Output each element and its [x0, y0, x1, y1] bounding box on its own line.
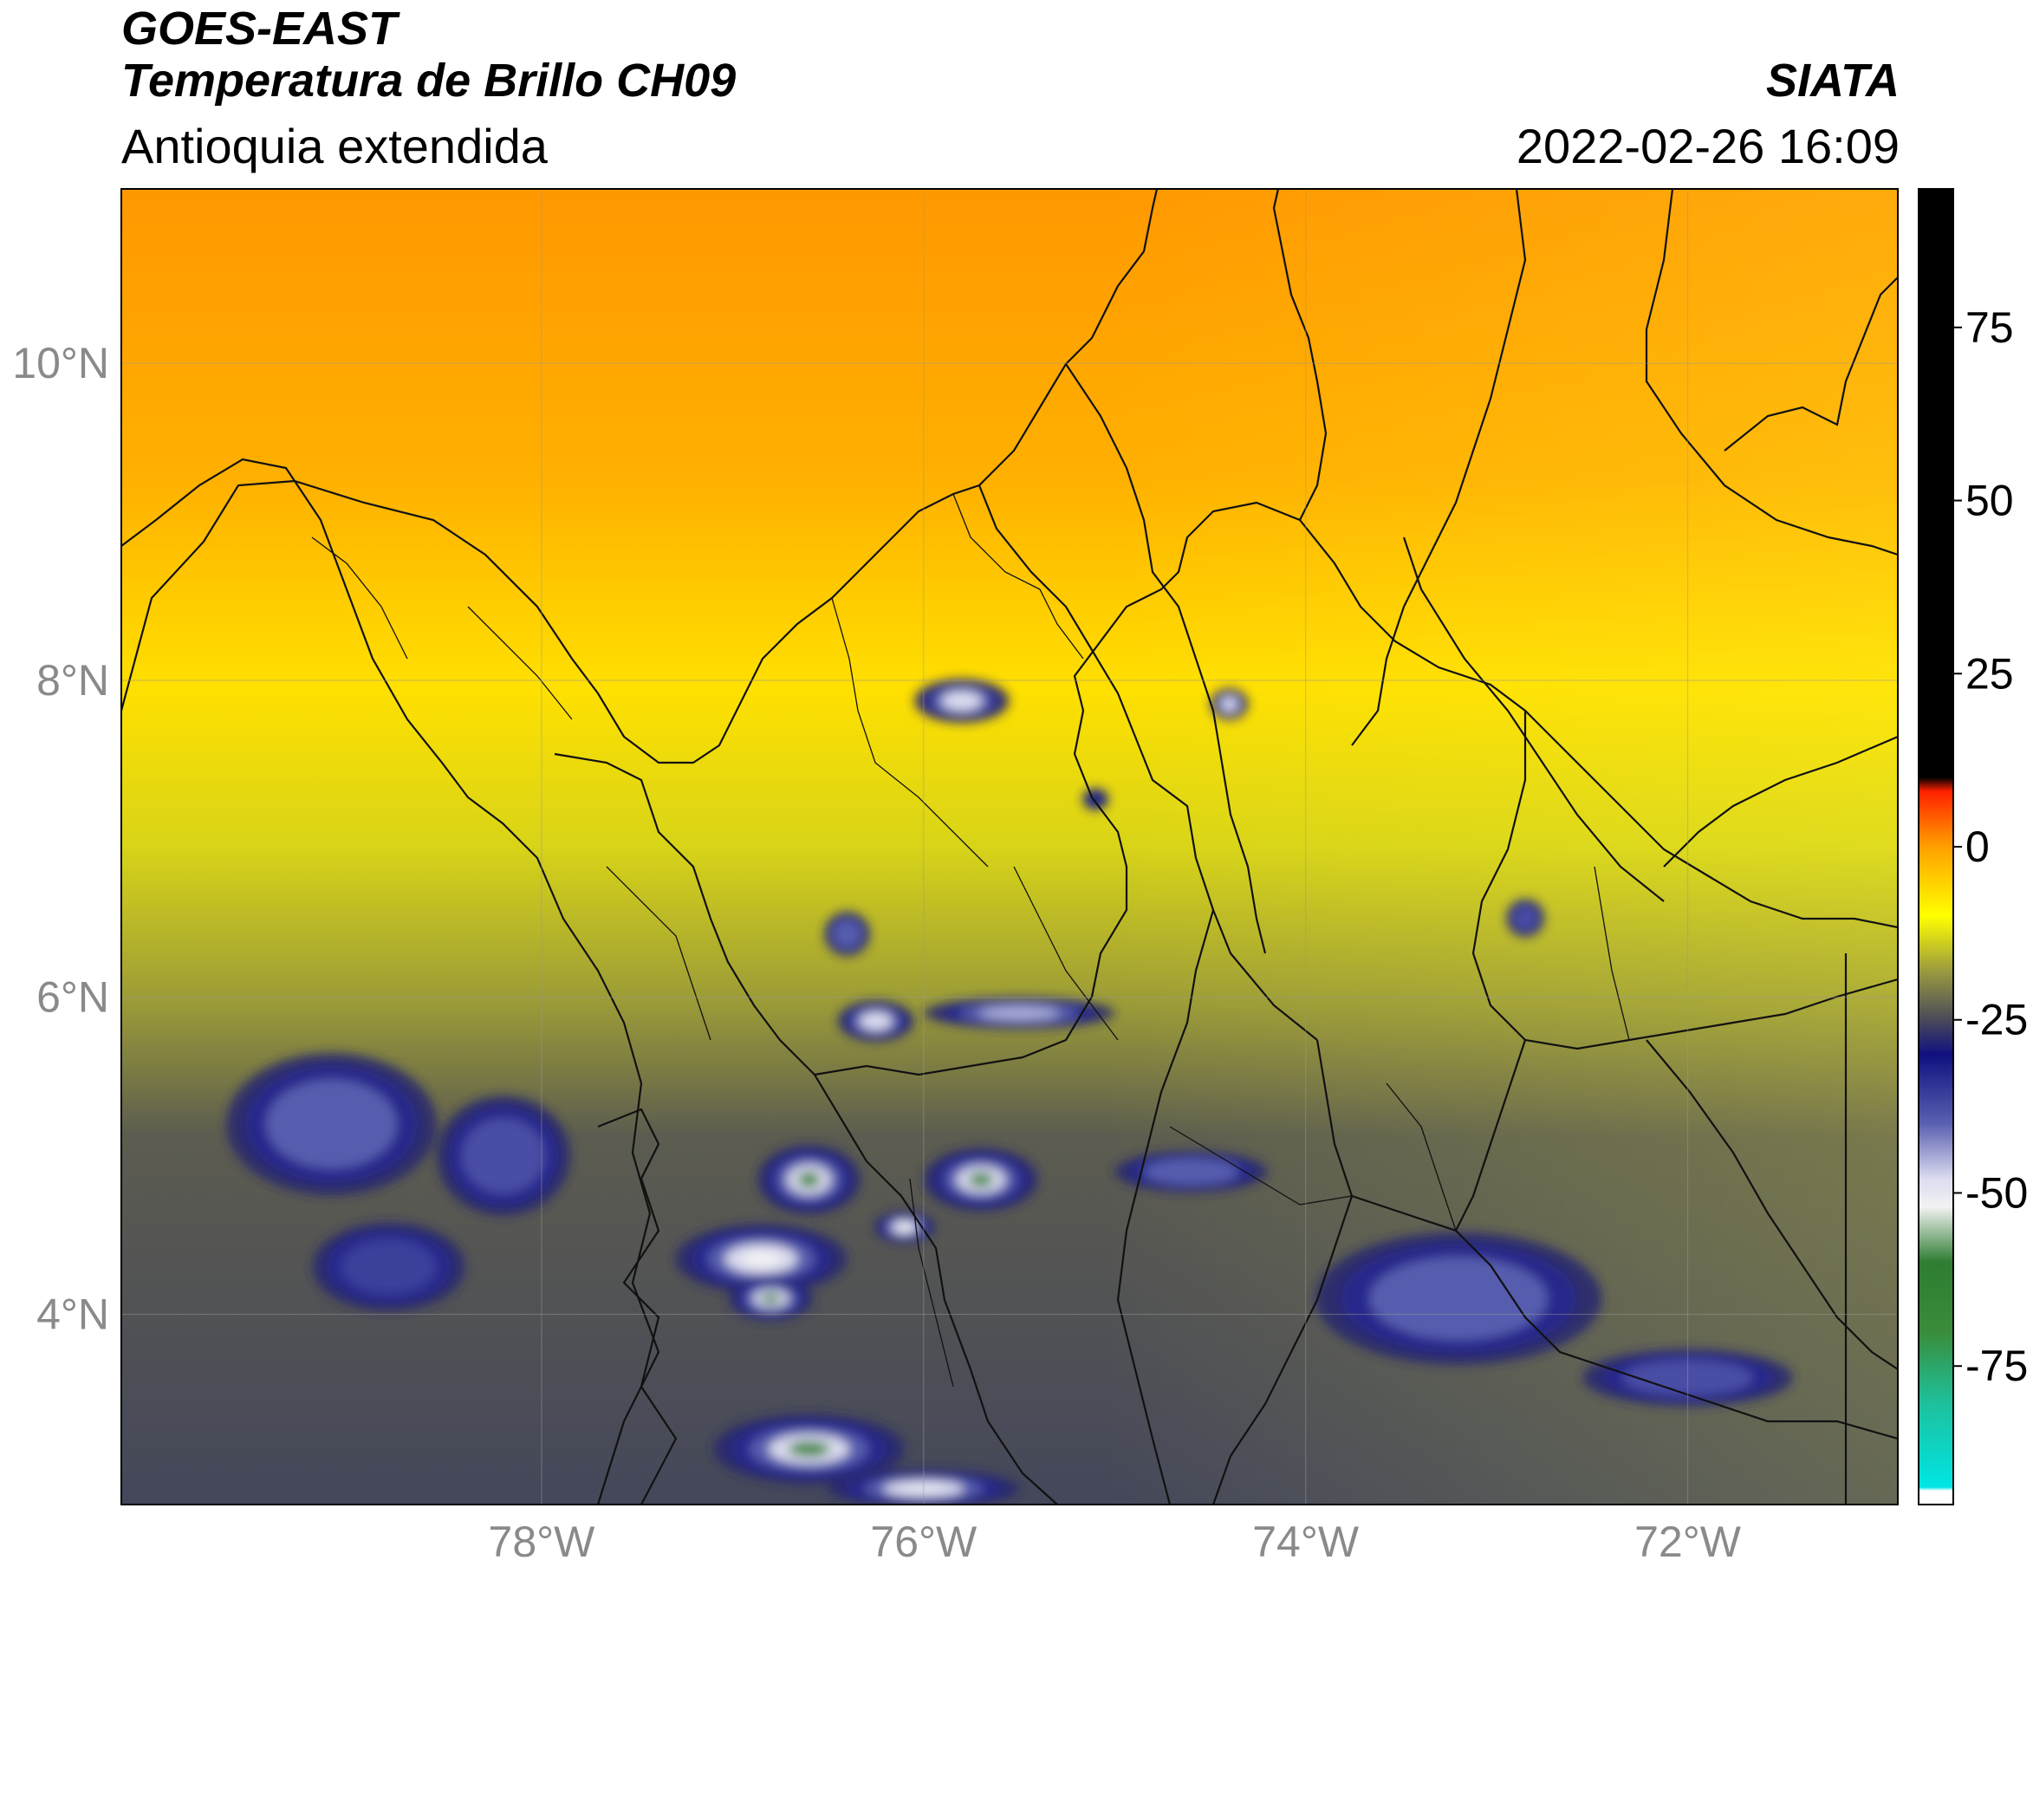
timestamp-label: 2022-02-26 16:09 — [1516, 119, 1900, 173]
inner-border-2 — [1065, 363, 1267, 954]
lon-tick-label: 74°W — [1252, 1518, 1360, 1566]
colorbar-tick-label: 0 — [1965, 822, 1990, 871]
convective-cell — [1622, 1360, 1753, 1396]
colorbar-tick-label: 75 — [1965, 303, 2014, 352]
colombia-pacific-coast — [597, 1108, 678, 1505]
colorbar-tick-label: 50 — [1965, 477, 2014, 525]
lat-tick-label: 8°N — [36, 656, 109, 705]
map-frame — [120, 188, 1899, 1505]
convective-cell — [997, 1010, 1041, 1017]
cundinamarca-border — [1455, 1039, 1527, 1232]
casanare-border — [1646, 1039, 1898, 1370]
colorbar: 75 50 25 0 -25 -50 -75 — [1918, 188, 2028, 1505]
convective-cell — [867, 1016, 885, 1026]
apure-border — [1663, 735, 1898, 868]
convective-cell — [341, 1238, 437, 1295]
municipal-borders — [311, 493, 1630, 1388]
convective-cell — [951, 696, 973, 706]
lat-tick-label: 4°N — [36, 1290, 109, 1339]
convective-cell — [1369, 1257, 1548, 1340]
longitude-tick-labels: 78°W 76°W 74°W 72°W — [489, 1518, 1742, 1566]
convective-cell — [761, 1293, 781, 1303]
colorbar-bar — [1918, 188, 1954, 1505]
coastlines-and-borders — [121, 189, 1898, 1505]
organization-label: SIATA — [1766, 55, 1900, 107]
colorbar-tick-labels: 75 50 25 0 -25 -50 -75 — [1953, 303, 2028, 1390]
colorbar-tick-label: -50 — [1965, 1168, 2028, 1217]
convective-cell — [1513, 906, 1537, 930]
map-area — [121, 189, 1898, 1505]
lon-tick-label: 78°W — [489, 1518, 596, 1566]
colorbar-tick-label: -25 — [1965, 996, 2028, 1044]
convective-cell — [788, 1441, 830, 1457]
gridlines — [121, 189, 1898, 1505]
antioquia-border — [814, 501, 1301, 1076]
convective-cell — [797, 1172, 821, 1187]
convective-cell — [462, 1118, 545, 1193]
convective-cell — [266, 1080, 397, 1169]
latitude-tick-labels: 10°N 8°N 6°N 4°N — [12, 339, 109, 1338]
colorbar-tick-label: 25 — [1965, 649, 2014, 698]
lon-tick-label: 72°W — [1634, 1518, 1742, 1566]
convective-cell — [1143, 1159, 1239, 1185]
colorbar-tick-label: -75 — [1965, 1342, 2028, 1390]
lon-tick-label: 76°W — [870, 1518, 978, 1566]
product-title: Temperatura de Brillo CH09 — [121, 55, 737, 107]
convective-cell — [902, 1484, 945, 1493]
boyaca-border — [1471, 711, 1898, 1050]
inner-border-4 — [1211, 1039, 1354, 1505]
convective-cell — [898, 1223, 912, 1231]
venezuela-border — [1299, 519, 1898, 929]
guajira-border — [1351, 189, 1527, 746]
convective-cell — [833, 920, 862, 948]
lake-maracaibo — [1724, 276, 1898, 452]
satellite-title: GOES-EAST — [121, 3, 398, 55]
lat-tick-label: 6°N — [36, 973, 109, 1022]
meta-border — [1351, 1194, 1898, 1440]
convective-cell — [968, 1173, 994, 1187]
cesar-border — [1272, 189, 1328, 521]
lat-tick-label: 10°N — [12, 339, 109, 387]
region-subtitle: Antioquia extendida — [121, 119, 548, 173]
convective-cell — [742, 1251, 781, 1267]
panama-pacific-coast — [121, 458, 660, 1505]
maracaibo-coast — [1645, 189, 1898, 556]
inner-border-3 — [1116, 909, 1215, 1505]
convective-cells — [226, 679, 1793, 1505]
convective-cell — [1224, 700, 1234, 708]
inner-border-1 — [978, 484, 1318, 1041]
